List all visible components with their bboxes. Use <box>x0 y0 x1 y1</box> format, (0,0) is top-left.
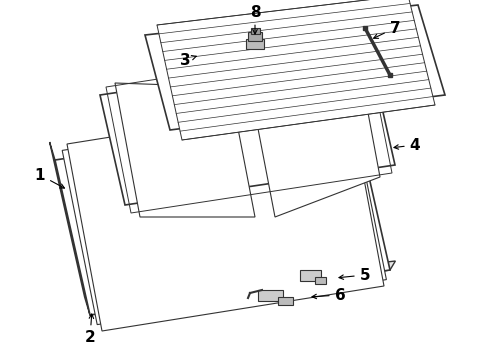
Text: 7: 7 <box>374 21 400 38</box>
Polygon shape <box>55 115 390 315</box>
Polygon shape <box>100 55 395 205</box>
FancyBboxPatch shape <box>299 270 320 280</box>
FancyBboxPatch shape <box>277 297 293 305</box>
FancyBboxPatch shape <box>315 276 325 284</box>
FancyBboxPatch shape <box>250 27 260 33</box>
Text: 4: 4 <box>394 138 420 153</box>
Text: 1: 1 <box>35 167 65 188</box>
Polygon shape <box>145 5 445 130</box>
Polygon shape <box>88 261 395 315</box>
Polygon shape <box>49 142 90 315</box>
Polygon shape <box>115 83 255 217</box>
Text: 6: 6 <box>312 288 345 302</box>
FancyBboxPatch shape <box>248 32 262 41</box>
Polygon shape <box>250 43 380 217</box>
Text: 3: 3 <box>180 53 196 68</box>
Text: 5: 5 <box>339 267 370 283</box>
Text: 2: 2 <box>85 314 96 346</box>
FancyBboxPatch shape <box>258 289 283 301</box>
Polygon shape <box>157 0 435 140</box>
FancyBboxPatch shape <box>246 39 264 49</box>
Polygon shape <box>62 105 387 325</box>
Text: 8: 8 <box>250 5 260 34</box>
Polygon shape <box>67 99 384 331</box>
